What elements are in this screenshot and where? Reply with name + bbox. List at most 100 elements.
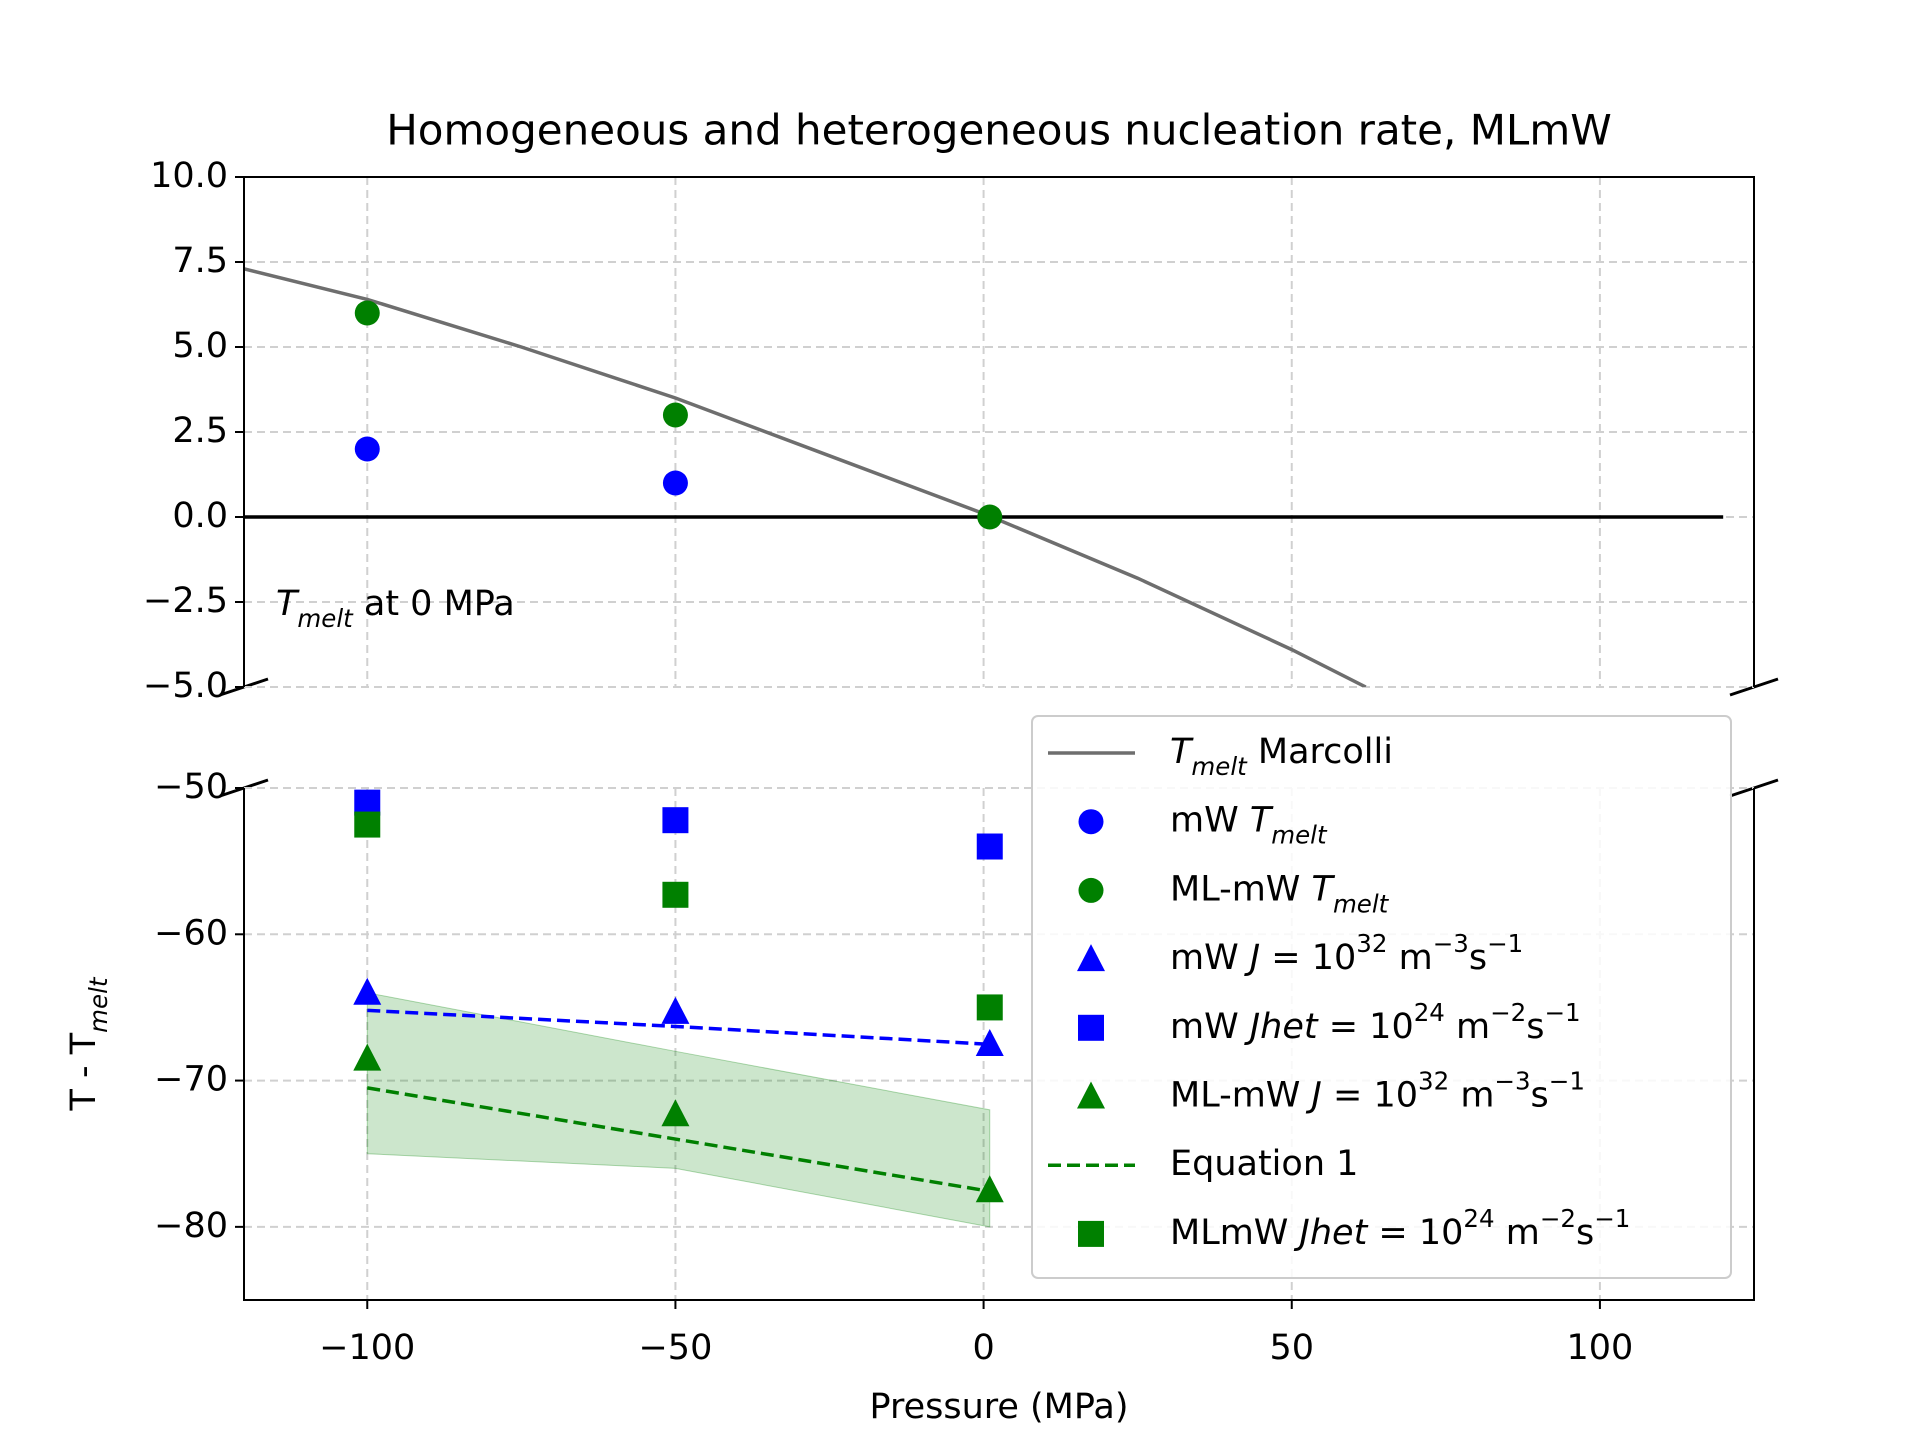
y-tick-label: −70: [154, 1060, 228, 1100]
x-tick-label: −50: [638, 1328, 712, 1368]
text-part: Equation 1: [1170, 1144, 1358, 1184]
text-part: s: [1469, 938, 1487, 978]
y-tick-label: −80: [154, 1206, 228, 1246]
point: [354, 436, 380, 462]
legend-marker: [1078, 1220, 1104, 1247]
text-part: ML-mW: [1170, 1076, 1312, 1116]
text-part: −1: [1594, 1203, 1630, 1232]
text-part: ML-mW: [1170, 869, 1312, 909]
point: [354, 300, 380, 326]
chart-title: Homogeneous and heterogeneous nucleation…: [386, 106, 1612, 155]
text-part: melt: [1333, 889, 1390, 918]
x-tick-label: 50: [1269, 1328, 1314, 1368]
text-part: 32: [1356, 929, 1387, 958]
text-part: = 10: [1367, 1213, 1463, 1253]
legend-marker: [1077, 944, 1105, 972]
line: [366, 1086, 984, 1193]
y-tick-label: −2.5: [143, 581, 228, 621]
point: [353, 1043, 382, 1071]
text-part: Jhet: [1244, 1007, 1319, 1047]
text-part: −2: [1490, 997, 1526, 1026]
legend-label: Tmelt Marcolli: [1170, 732, 1393, 781]
legend-label: mW Tmelt: [1170, 801, 1328, 850]
point: [662, 881, 689, 908]
point: [976, 994, 1003, 1021]
text-part: = 10: [1318, 1007, 1414, 1047]
point: [662, 402, 688, 428]
text-part: melt: [297, 604, 354, 633]
text-part: m: [1445, 1007, 1490, 1047]
x-axis-label: Pressure (MPa): [869, 1387, 1128, 1427]
plot-area: [244, 267, 1724, 687]
text-part: m: [1387, 938, 1432, 978]
text-part: s: [1576, 1213, 1594, 1253]
text-part: 24: [1463, 1203, 1494, 1232]
text-part: T - T: [64, 1032, 104, 1111]
legend-marker: [1078, 1014, 1104, 1041]
text-part: melt: [1191, 752, 1248, 781]
text-part: −2: [1540, 1203, 1576, 1232]
point: [354, 789, 381, 816]
text-part: T: [1170, 732, 1194, 772]
y-tick-label: 5.0: [172, 326, 228, 366]
annotation: Tmelt at 0 MPa: [276, 584, 515, 633]
legend-label: MLmW Jhet = 1024 m−2s−1: [1170, 1203, 1630, 1253]
text-part: melt: [84, 976, 113, 1033]
text-part: 24: [1414, 997, 1445, 1026]
point: [662, 470, 688, 496]
x-tick-label: −100: [319, 1328, 415, 1368]
point: [661, 996, 690, 1024]
point: [975, 1029, 1004, 1056]
text-part: = 10: [1322, 1076, 1418, 1116]
text-part: −1: [1487, 929, 1523, 958]
point: [975, 1175, 1004, 1203]
legend-marker: [1078, 877, 1104, 903]
text-part: T: [1250, 801, 1274, 841]
spine: [243, 788, 1755, 1301]
text-part: = 10: [1260, 938, 1356, 978]
plot-area: [353, 789, 1004, 1228]
text-part: Marcolli: [1247, 732, 1393, 772]
y-tick-label: −5.0: [143, 666, 228, 706]
y-axis-label: T - Tmelt: [64, 976, 113, 1111]
text-part: Jhet: [1294, 1213, 1369, 1253]
text-part: m: [1495, 1213, 1540, 1253]
legend-marker: [1077, 1081, 1105, 1109]
y-tick-label: 2.5: [172, 411, 228, 451]
y-tick-label: −50: [154, 767, 228, 807]
legend-label: mW J = 1032 m−3s−1: [1170, 929, 1523, 979]
text-part: −1: [1545, 997, 1581, 1026]
text-part: m: [1449, 1076, 1494, 1116]
legend-box: [1031, 715, 1732, 1279]
x-tick-label: 0: [972, 1328, 994, 1368]
legend-label: Equation 1: [1170, 1144, 1358, 1184]
line: [367, 1008, 984, 1046]
legend-label: ML-mW Tmelt: [1170, 869, 1390, 918]
y-tick-label: 0.0: [172, 496, 228, 536]
text-part: s: [1531, 1076, 1549, 1116]
legend-marker: [1078, 809, 1104, 835]
text-part: T: [276, 584, 300, 624]
y-tick-label: −60: [154, 913, 228, 953]
legend-label: mW Jhet = 1024 m−2s−1: [1170, 997, 1581, 1047]
text-part: 32: [1418, 1066, 1449, 1095]
legend-label: ML-mW J = 1032 m−3s−1: [1170, 1066, 1585, 1116]
y-tick-label: 7.5: [172, 241, 228, 281]
point: [353, 977, 382, 1005]
point: [977, 504, 1003, 530]
spine: [243, 176, 1755, 687]
point: [662, 807, 689, 834]
line: [244, 267, 1367, 687]
text-part: mW: [1170, 801, 1250, 841]
text-part: −1: [1549, 1066, 1585, 1095]
text-part: s: [1526, 1007, 1544, 1047]
text-part: mW: [1170, 938, 1250, 978]
text-part: −3: [1433, 929, 1469, 958]
text-part: MLmW: [1170, 1213, 1300, 1253]
text-part: melt: [1271, 820, 1328, 849]
text-part: at 0 MPa: [353, 584, 515, 624]
point: [661, 1099, 690, 1127]
point: [354, 811, 381, 838]
